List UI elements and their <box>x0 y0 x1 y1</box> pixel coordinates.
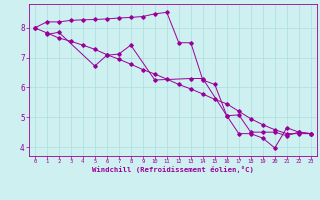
X-axis label: Windchill (Refroidissement éolien,°C): Windchill (Refroidissement éolien,°C) <box>92 166 254 173</box>
